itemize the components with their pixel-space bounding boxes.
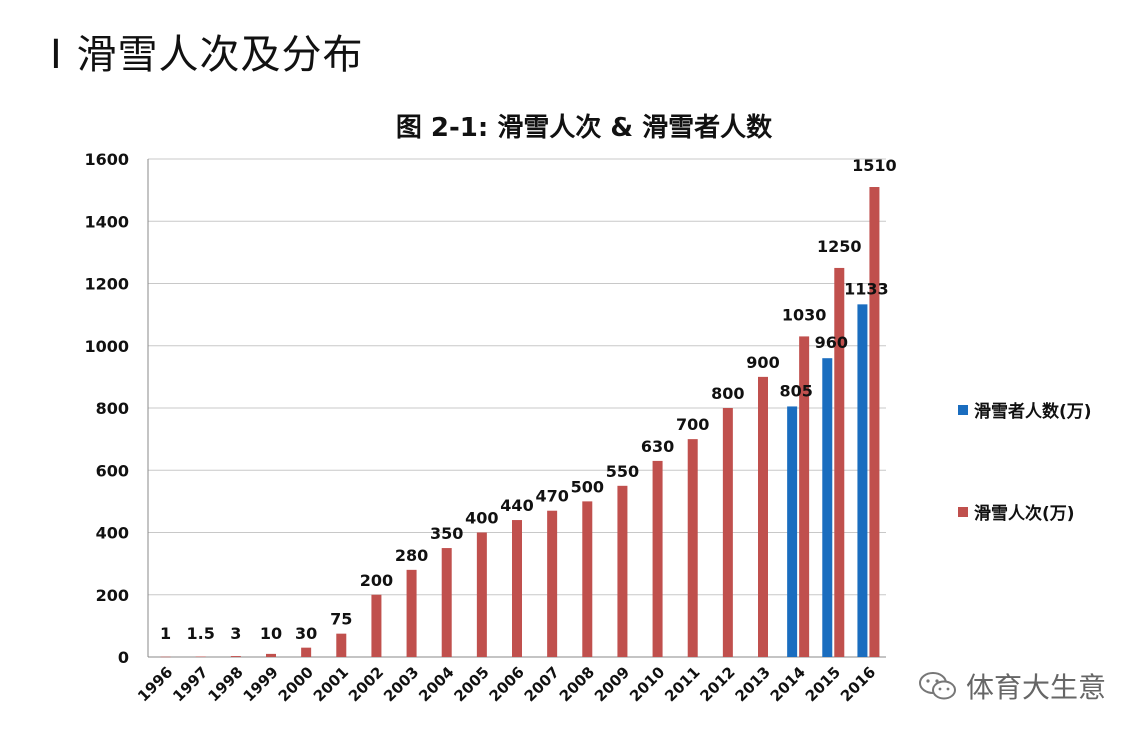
data-label-visits: 800 bbox=[711, 384, 744, 403]
bar-visits bbox=[617, 485, 628, 657]
data-label-visits: 75 bbox=[330, 610, 352, 629]
bar-visits bbox=[512, 520, 522, 657]
x-tick-label: 2014 bbox=[767, 663, 809, 705]
x-tick-label: 2000 bbox=[275, 663, 317, 705]
data-label-visits: 3 bbox=[230, 624, 241, 643]
bar-visits bbox=[230, 656, 241, 657]
data-label-visits: 30 bbox=[295, 624, 317, 643]
bar-visits bbox=[547, 510, 558, 657]
legend-item-skiers: 滑雪者人数(万) bbox=[958, 397, 1092, 422]
y-tick-label: 1400 bbox=[84, 212, 129, 231]
data-label-visits: 440 bbox=[500, 496, 533, 515]
data-label-visits: 10 bbox=[260, 624, 282, 643]
x-tick-label: 2015 bbox=[802, 663, 844, 705]
data-label-visits: 280 bbox=[395, 546, 428, 565]
x-tick-label: 1996 bbox=[134, 663, 176, 705]
bar-visits bbox=[406, 569, 417, 657]
x-tick-label: 2013 bbox=[732, 663, 774, 705]
legend-swatch-visits bbox=[958, 506, 968, 517]
data-label-visits: 350 bbox=[430, 524, 463, 543]
watermark-text: 体育大生意 bbox=[966, 671, 1107, 704]
y-tick-label: 1000 bbox=[84, 337, 129, 356]
legend-swatch-skiers bbox=[958, 404, 968, 415]
data-label-visits: 470 bbox=[535, 487, 568, 506]
data-label-skiers: 805 bbox=[779, 381, 812, 400]
bar-visits bbox=[476, 532, 487, 657]
bar-visits bbox=[799, 336, 810, 657]
data-label-visits: 500 bbox=[571, 477, 604, 496]
x-tick-label: 2004 bbox=[415, 663, 457, 705]
data-label-skiers: 960 bbox=[815, 333, 848, 352]
x-tick-label: 2007 bbox=[521, 663, 563, 705]
y-tick-label: 800 bbox=[96, 399, 129, 418]
x-tick-label: 2001 bbox=[310, 663, 352, 705]
bar-visits bbox=[687, 439, 698, 657]
data-label-visits: 900 bbox=[746, 353, 779, 372]
bar-visits bbox=[336, 633, 347, 657]
bar-skiers bbox=[787, 406, 798, 657]
data-label-visits: 200 bbox=[360, 571, 393, 590]
bar-visits bbox=[834, 267, 845, 657]
chart-title: 图 2-1: 滑雪人次 & 滑雪者人数 bbox=[0, 107, 1148, 144]
bar-visits bbox=[371, 594, 382, 657]
x-tick-label: 2012 bbox=[696, 663, 738, 705]
x-tick-label: 2011 bbox=[661, 663, 703, 705]
bar-skiers bbox=[857, 304, 868, 657]
data-label-visits: 400 bbox=[465, 509, 498, 528]
bar-visits bbox=[266, 653, 276, 657]
legend-item-visits: 滑雪人次(万) bbox=[958, 499, 1075, 524]
data-label-visits: 630 bbox=[641, 437, 674, 456]
x-tick-label: 2010 bbox=[626, 663, 668, 705]
x-tick-label: 1998 bbox=[204, 663, 246, 705]
chart-title-text: 图 2-1: 滑雪人次 & 滑雪者人数 bbox=[395, 113, 773, 143]
x-tick-label: 2002 bbox=[345, 663, 387, 705]
data-label-visits: 700 bbox=[676, 415, 709, 434]
x-tick-label: 2008 bbox=[556, 663, 598, 705]
bar-skiers bbox=[822, 358, 833, 657]
bar-visits bbox=[301, 647, 312, 657]
x-tick-label: 2009 bbox=[591, 663, 633, 705]
watermark: 体育大生意 bbox=[918, 666, 1106, 706]
data-label-visits: 1510 bbox=[852, 156, 897, 175]
y-tick-label: 1600 bbox=[84, 150, 129, 169]
data-label-visits: 550 bbox=[606, 462, 639, 481]
bar-visits bbox=[160, 656, 171, 658]
bar-visits bbox=[722, 408, 733, 657]
data-label-visits: 1.5 bbox=[187, 624, 215, 643]
bar-visits bbox=[441, 548, 452, 657]
x-tick-label: 1999 bbox=[240, 663, 282, 705]
x-tick-label: 2005 bbox=[450, 663, 492, 705]
data-label-visits: 1030 bbox=[782, 305, 827, 324]
y-tick-label: 0 bbox=[118, 648, 129, 667]
x-tick-label: 2006 bbox=[486, 663, 528, 705]
bar-visits bbox=[869, 187, 880, 657]
legend-label-skiers: 滑雪者人数(万) bbox=[974, 402, 1092, 422]
bar-visits bbox=[758, 376, 768, 657]
bar-visits bbox=[195, 656, 206, 658]
y-tick-label: 600 bbox=[96, 461, 129, 480]
legend-label-visits: 滑雪人次(万) bbox=[974, 504, 1075, 524]
wechat-icon bbox=[919, 672, 956, 700]
bar-visits bbox=[582, 501, 593, 657]
x-tick-label: 2003 bbox=[380, 663, 422, 705]
y-tick-label: 200 bbox=[96, 586, 129, 605]
data-label-visits: 1 bbox=[160, 624, 171, 643]
x-tick-label: 1997 bbox=[169, 663, 211, 705]
page-title: Ⅰ 滑雪人次及分布 bbox=[50, 32, 364, 78]
data-label-visits: 1250 bbox=[817, 237, 862, 256]
bar-visits bbox=[652, 460, 663, 657]
y-tick-label: 400 bbox=[96, 524, 129, 543]
x-tick-label: 2016 bbox=[837, 663, 879, 705]
data-label-skiers: 1133 bbox=[844, 279, 889, 298]
y-tick-label: 1200 bbox=[84, 275, 129, 294]
